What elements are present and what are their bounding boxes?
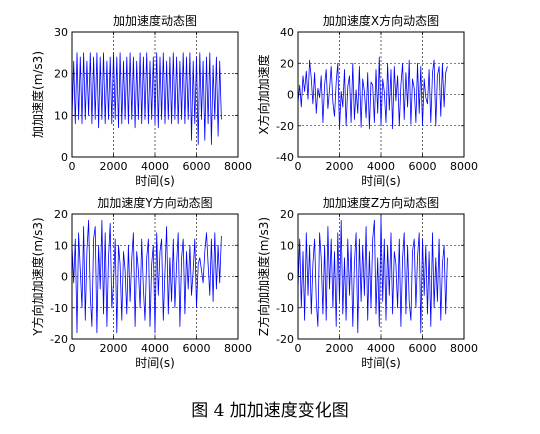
x-tick-label: 4000 [367,160,395,173]
y-tick-label: 10 [54,239,68,252]
x-tick-label: 0 [69,160,76,173]
x-tick-label: 8000 [450,160,478,173]
y-tick-label: 10 [54,109,68,122]
series-line [71,52,222,145]
y-tick-label: 20 [280,208,294,221]
x-tick-label: 8000 [224,160,252,173]
chart-panel-2: 0 2000 4000 6000 8000 -40 -20 0 20 40 加加速度X方向动态图时间… [256,13,478,188]
y-axis-label: Z方向加加速度(m/s3) [256,217,271,336]
y-tick-label: 0 [287,89,294,102]
y-axis-label: X方向加加速度 [256,54,271,134]
y-tick-label: -20 [276,333,294,346]
y-tick-label: 10 [280,239,294,252]
chart-title: 加加速度Z方向动态图 [323,195,439,210]
x-tick-label: 6000 [409,342,437,355]
y-tick-label: 0 [287,271,294,284]
y-axis-label: Y方向加加速度(m/s3) [30,217,45,336]
y-tick-label: 20 [54,68,68,81]
x-tick-label: 4000 [367,342,395,355]
chart-panel-3: 0 2000 4000 6000 8000 -20 -10 0 10 20 加加速度Y方向动态图时间… [30,195,252,370]
y-tick-label: -10 [50,302,68,315]
y-tick-label: -40 [276,151,294,164]
x-tick-label: 0 [295,342,302,355]
y-tick-label: -20 [276,120,294,133]
plot-area [72,32,238,157]
x-tick-label: 2000 [326,160,354,173]
y-tick-label: 0 [61,271,68,284]
x-tick-label: 2000 [326,342,354,355]
x-tick-label: 6000 [183,160,211,173]
chart-title: 加加速度Y方向动态图 [97,195,212,210]
x-tick-label: 4000 [141,342,169,355]
x-axis-label: 时间(s) [135,174,175,188]
x-tick-label: 6000 [183,342,211,355]
x-tick-label: 8000 [224,342,252,355]
series-line [297,56,448,130]
y-tick-label: 20 [54,208,68,221]
y-tick-label: -10 [276,302,294,315]
y-axis-label: 加加速度(m/s3) [30,51,45,138]
x-tick-label: 8000 [450,342,478,355]
x-axis-label: 时间(s) [361,356,401,370]
x-tick-label: 0 [295,160,302,173]
x-axis-label: 时间(s) [135,356,175,370]
figure-caption: 图 4 加加速度变化图 [191,401,349,421]
x-tick-label: 6000 [409,160,437,173]
series-line [71,219,222,334]
x-tick-label: 2000 [100,342,128,355]
y-tick-label: -20 [50,333,68,346]
y-tick-label: 0 [61,151,68,164]
y-tick-label: 30 [54,26,68,39]
y-tick-label: 40 [280,26,294,39]
series-line [297,216,448,334]
chart-title: 加加速度动态图 [113,13,197,28]
x-axis-label: 时间(s) [361,174,401,188]
x-tick-label: 2000 [100,160,128,173]
x-tick-label: 0 [69,342,76,355]
x-tick-label: 4000 [141,160,169,173]
chart-panels: 0 2000 4000 6000 80000102030加加速度动态图时间(s)加加速度… [30,13,478,370]
y-tick-label: 20 [280,57,294,70]
chart-title: 加加速度X方向动态图 [323,13,439,28]
chart-panel-4: 0 2000 4000 6000 8000 -20 -10 0 10 20 加加速度Z方向动态图时间… [256,195,478,370]
